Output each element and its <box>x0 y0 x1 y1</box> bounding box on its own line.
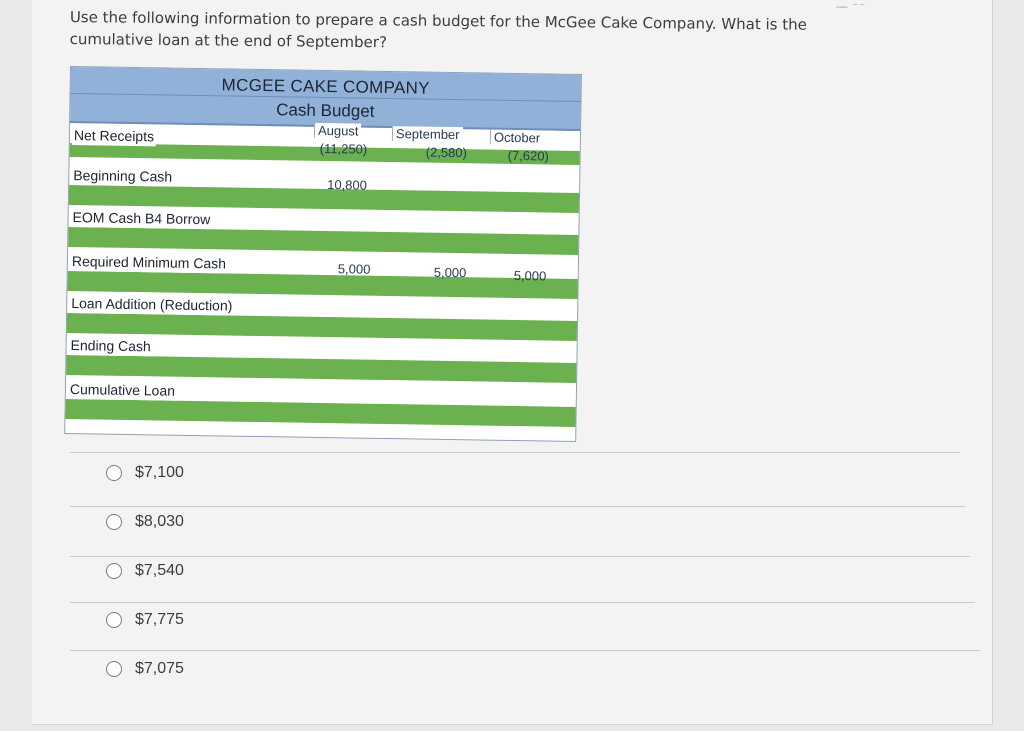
column-header-august: August <box>313 122 362 139</box>
divider <box>70 556 970 557</box>
answer-option-4[interactable]: $7,775 <box>106 611 184 629</box>
answer-option-label: $7,775 <box>135 611 184 628</box>
required-minimum-cash-october: 5,000 <box>513 267 547 284</box>
net-receipts-august: (11,250) <box>319 140 368 157</box>
net-receipts-october: (7,620) <box>507 147 549 164</box>
question-text: Use the following information to prepare… <box>70 6 920 59</box>
answer-option-label: $7,100 <box>135 464 184 481</box>
divider <box>70 506 965 507</box>
row-band <box>68 226 579 256</box>
cropped-header-fragment: — ⁻⁻ <box>836 1 866 13</box>
table-header: MCGEE CAKE COMPANY Cash Budget <box>70 67 581 132</box>
row-label-net-receipts: Net Receipts <box>71 125 157 147</box>
row-band <box>65 398 576 427</box>
row-label-beginning-cash: Beginning Cash <box>71 165 175 187</box>
divider <box>70 650 980 651</box>
column-header-october: October <box>489 129 544 146</box>
answer-option-5[interactable]: $7,075 <box>106 660 184 678</box>
net-receipts-september: (2,580) <box>425 144 468 161</box>
cash-budget-table: MCGEE CAKE COMPANY Cash Budget Net Recei… <box>64 66 582 442</box>
budget-title: Cash Budget <box>276 100 375 121</box>
row-label-loan-addition-reduction: Loan Addition (Reduction) <box>69 293 235 316</box>
answer-option-label: $7,540 <box>135 562 184 579</box>
row-label-ending-cash: Ending Cash <box>68 335 153 357</box>
row-label-eom-cash-b4-borrow: EOM Cash B4 Borrow <box>70 207 213 230</box>
question-page: — ⁻⁻ Use the following information to pr… <box>32 0 993 725</box>
answer-option-label: $8,030 <box>135 513 184 530</box>
answer-option-2[interactable]: $8,030 <box>106 513 184 531</box>
answer-option-3[interactable]: $7,540 <box>106 562 184 580</box>
table-row: Cumulative Loan <box>65 377 576 427</box>
row-label-required-minimum-cash: Required Minimum Cash <box>69 251 229 274</box>
required-minimum-cash-september: 5,000 <box>433 264 467 281</box>
answer-option-label: $7,075 <box>135 660 184 677</box>
divider <box>70 452 960 453</box>
row-label-cumulative-loan: Cumulative Loan <box>67 379 178 401</box>
radio-button-icon[interactable] <box>106 563 122 579</box>
column-header-september: September <box>391 126 463 143</box>
beginning-cash-august: 10,800 <box>327 177 368 193</box>
answer-option-1[interactable]: $7,100 <box>106 464 184 482</box>
radio-button-icon[interactable] <box>106 514 122 530</box>
radio-button-icon[interactable] <box>106 661 122 677</box>
radio-button-icon[interactable] <box>106 465 122 481</box>
divider <box>70 602 975 603</box>
required-minimum-cash-august: 5,000 <box>337 261 371 277</box>
radio-button-icon[interactable] <box>106 612 122 628</box>
